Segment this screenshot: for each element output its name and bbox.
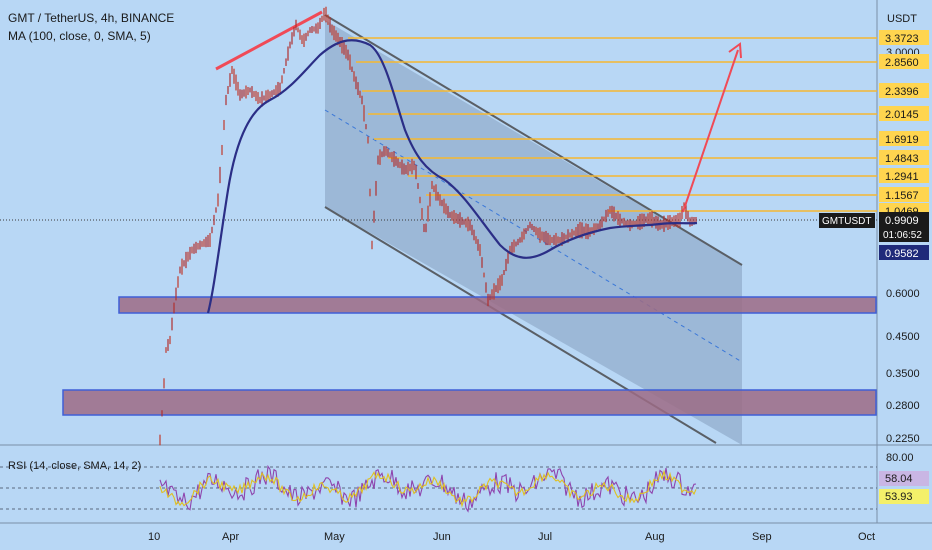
channel-fill[interactable] [325,20,742,445]
price-tick-3: 0.2800 [886,400,920,412]
fib-label-bg [879,131,929,146]
price-tick-0: 0.6000 [886,288,920,300]
rsi-axis-label: 80.00 [886,452,914,464]
fib-label-bg [879,54,929,69]
fib-label-bg [879,168,929,183]
time-tick-3: Jun [433,531,451,543]
fib-label: 3.3723 [885,33,919,45]
support-zone-lower[interactable] [62,389,877,416]
ma-indicator-label: MA (100, close, 0, SMA, 5) [8,29,151,43]
fib-label: 2.3396 [885,86,919,98]
symbol-tag: GMTUSDT [822,216,871,227]
rsi-value-tag-bg [879,471,929,486]
price-candles[interactable] [159,6,697,446]
time-tick-2: May [324,531,345,543]
resistance-trendline[interactable] [215,10,323,71]
price-tick-2: 0.3500 [886,368,920,380]
last-price-tag-bg [879,212,929,242]
rsi-signal-tag-bg [879,489,929,504]
price-ticks: 0.6000 0.4500 0.3500 0.2800 0.2250 [886,288,920,445]
fib-label-bg [879,150,929,165]
fib-price-labels: 3.3723 2.8560 2.3396 2.0145 1.6919 1.4843 1.29… [879,30,929,218]
fib-label: 1.6919 [885,134,919,146]
fib-label: 2.8560 [885,57,919,69]
projection-arrow-line[interactable] [682,49,739,213]
time-tick-6: Sep [752,531,772,543]
time-tick-0: 10 [148,531,160,543]
fib-label: 1.1567 [885,190,919,202]
last-price-value: 0.9909 [885,215,919,227]
time-tick-1: Apr [222,531,239,543]
price-tick-1: 0.4500 [886,331,920,343]
rsi-signal-tag: 53.93 [885,491,913,503]
ma-value-tag: 0.9582 [885,248,919,260]
time-tick-4: Jul [538,531,552,543]
time-tick-5: Aug [645,531,665,543]
price-axis-unit: USDT [887,13,917,25]
support-zone-upper[interactable] [118,296,877,314]
fib-label-bg [879,187,929,202]
time-tick-7: Oct [858,531,875,543]
rsi-line [159,469,697,508]
trend-arrow-icon[interactable] [728,42,742,59]
rsi-series[interactable] [159,464,697,513]
symbol-title: GMT / TetherUS, 4h, BINANCE [8,11,174,25]
fib-label-bg [879,30,929,45]
fib-label: 1.2941 [885,171,919,183]
fib-label: 2.0145 [885,109,919,121]
symbol-tag-bg [819,213,875,228]
price-tick-4: 0.2250 [886,433,920,445]
time-axis[interactable]: 10 Apr May Jun Jul Aug Sep Oct [148,531,875,543]
rsi-value-tag: 58.04 [885,473,913,485]
fib-label: 1.4843 [885,153,919,165]
ma-line[interactable] [206,39,698,314]
rsi-indicator-label: RSI (14, close, SMA, 14, 2) [8,460,141,472]
candle-countdown: 01:06:52 [883,230,922,241]
fib-label-bg [879,83,929,98]
ma-value-tag-bg [879,245,929,260]
fib-label-bg [879,106,929,121]
